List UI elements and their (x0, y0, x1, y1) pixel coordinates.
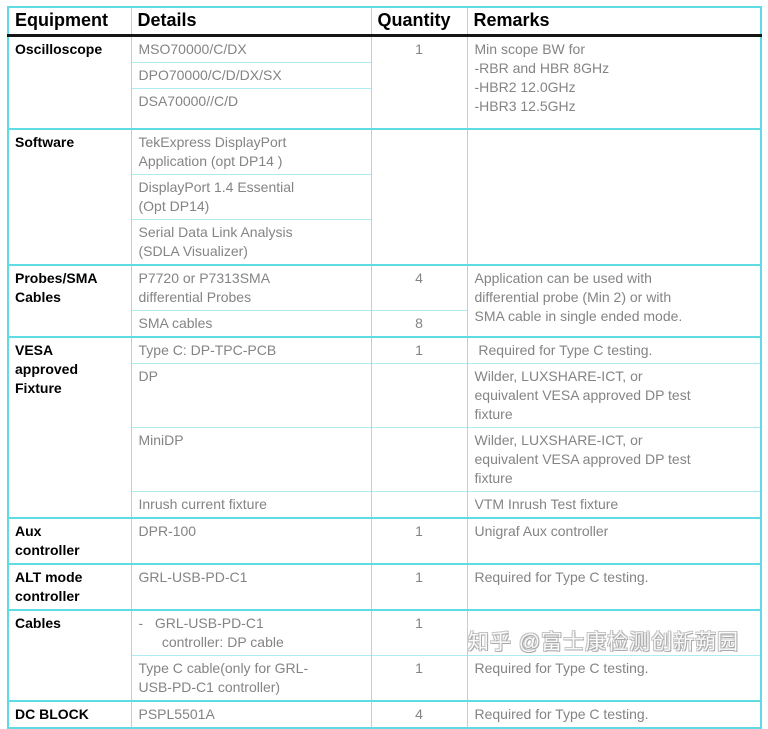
cell-details: Type C: DP-TPC-PCB (130, 336, 371, 364)
column-header-quantity: Quantity (370, 7, 467, 37)
cell-details: DPO70000/C/D/DX/SX (130, 62, 371, 89)
header-row: Equipment Details Quantity Remarks (7, 7, 761, 37)
column-header-details: Details (130, 7, 371, 37)
cell-quantity: 1 (370, 609, 467, 656)
cell-details: DSA70000//C/D (130, 88, 371, 129)
cell-quantity (370, 128, 467, 265)
cell-remarks: Required for Type C testing. (466, 563, 761, 610)
cell-quantity: 4 (370, 700, 467, 728)
cell-details: GRL-USB-PD-C1 (130, 563, 371, 610)
cell-equipment: Oscilloscope (7, 35, 131, 129)
cell-quantity (370, 491, 467, 518)
cell-details: Type C cable(only for GRL- USB-PD-C1 con… (130, 655, 371, 701)
cell-remarks: Required for Type C testing. (466, 700, 761, 728)
cell-details: P7720 or P7313SMA differential Probes (130, 264, 371, 311)
table-row: DPO70000/C/D/DX/SX (8, 62, 761, 89)
cell-quantity: 1 (370, 517, 467, 564)
cell-details: - GRL-USB-PD-C1 controller: DP cable (130, 609, 371, 656)
cell-remarks: Min scope BW for -RBR and HBR 8GHz -HBR2… (466, 35, 761, 129)
cell-details: DP (130, 363, 371, 428)
cell-details: Inrush current fixture (130, 491, 371, 518)
cell-equipment: ALT mode controller (7, 563, 131, 610)
cell-equipment: VESA approved Fixture (7, 336, 131, 518)
cell-quantity (370, 427, 467, 492)
cell-quantity: 1 (370, 336, 467, 364)
table-row: DSA70000//C/D (8, 88, 761, 129)
cell-details: DisplayPort 1.4 Essential (Opt DP14) (130, 174, 371, 220)
equipment-table-body: Oscilloscope MSO70000/C/DX 1 Min scope BW f… (7, 35, 761, 728)
cell-remarks (466, 609, 761, 656)
cell-quantity: 1 (370, 563, 467, 610)
cell-equipment: Software (7, 128, 131, 265)
cell-remarks: Wilder, LUXSHARE-ICT, or equivalent VESA… (466, 363, 761, 428)
table-row: Cables - GRL-USB-PD-C1 controller: DP cab… (7, 609, 761, 701)
equipment-table: Equipment Details Quantity Remarks Oscil… (7, 6, 762, 729)
cell-quantity: 1 (370, 655, 467, 701)
cell-details: SMA cables (130, 310, 371, 337)
table-row: DC BLOCK PSPL5501A 4 Required for Type C te… (7, 700, 761, 728)
column-header-equipment: Equipment (7, 7, 131, 37)
cell-remarks: Required for Type C testing. (466, 336, 761, 364)
cell-quantity: 4 (370, 264, 467, 311)
table-row: Probes/SMA Cables P7720 or P7313SMA diffe… (7, 264, 761, 337)
cell-details: PSPL5501A (130, 700, 371, 728)
cell-remarks: Unigraf Aux controller (466, 517, 761, 564)
cell-quantity: 8 (370, 310, 467, 337)
table-row: MiniDP Wilder, LUXSHARE-ICT, or equivalen… (8, 427, 761, 492)
page: Equipment Details Quantity Remarks Oscil… (7, 6, 762, 729)
cell-details: MSO70000/C/DX (130, 35, 371, 63)
table-row: Serial Data Link Analysis (SDLA Visualiz… (8, 219, 761, 265)
cell-remarks: Application can be used with differentia… (466, 264, 761, 337)
cell-equipment: DC BLOCK (7, 700, 131, 728)
cell-details: Serial Data Link Analysis (SDLA Visualiz… (130, 219, 371, 265)
cell-remarks: Wilder, LUXSHARE-ICT, or equivalent VESA… (466, 427, 761, 492)
column-header-remarks: Remarks (466, 7, 761, 37)
table-row: ALT mode controller GRL-USB-PD-C1 1 Require… (7, 563, 761, 610)
cell-remarks: VTM Inrush Test fixture (466, 491, 761, 518)
table-row: DisplayPort 1.4 Essential (Opt DP14) (8, 174, 761, 220)
table-row: DP Wilder, LUXSHARE-ICT, or equivalent VE… (8, 363, 761, 428)
cell-quantity (370, 363, 467, 428)
table-row: VESA approved Fixture Type C: DP-TPC-PCB 1… (7, 336, 761, 518)
table-row: Software TekExpress DisplayPort Applicati… (7, 128, 761, 265)
cell-equipment: Probes/SMA Cables (7, 264, 131, 337)
cell-quantity: 1 (370, 35, 467, 129)
cell-equipment: Aux controller (7, 517, 131, 564)
cell-details: TekExpress DisplayPort Application (opt … (130, 128, 371, 175)
cell-equipment: Cables (7, 609, 131, 701)
cell-details: MiniDP (130, 427, 371, 492)
table-row: SMA cables 8 (8, 310, 761, 337)
table-row: Inrush current fixture VTM Inrush Test fi… (8, 491, 761, 518)
table-row: Oscilloscope MSO70000/C/DX 1 Min scope BW f… (7, 35, 761, 129)
cell-details: DPR-100 (130, 517, 371, 564)
table-row: Aux controller DPR-100 1 Unigraf Aux contro… (7, 517, 761, 564)
cell-remarks: Required for Type C testing. (466, 655, 761, 701)
cell-remarks (466, 128, 761, 265)
